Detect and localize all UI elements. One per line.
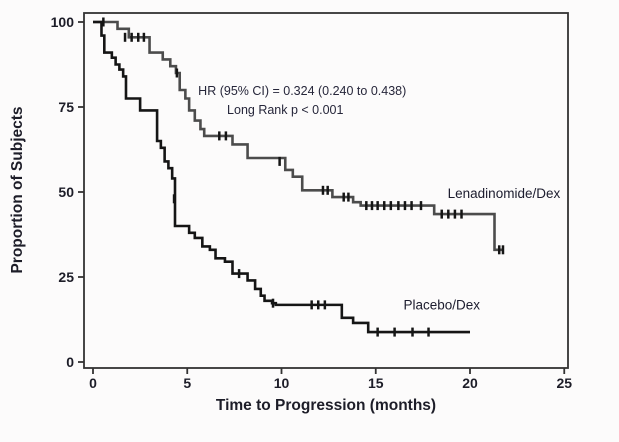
x-tick-label: 0 <box>89 375 97 391</box>
x-axis-title: Time to Progression (months) <box>216 397 436 414</box>
series-layer: Lenadinomide/Dex Placebo/Dex HR (95% CI) =… <box>93 17 561 337</box>
hr-annotation: HR (95% CI) = 0.324 (0.240 to 0.438) <box>198 84 406 98</box>
km-curve <box>93 20 504 252</box>
y-axis-title: Proportion of Subjects <box>9 106 26 273</box>
y-tick-label: 25 <box>58 269 74 285</box>
series-label: Lenadinomide/Dex <box>448 186 561 201</box>
y-tick-label: 50 <box>58 184 74 200</box>
km-curve <box>93 20 470 334</box>
hr-annotation: Long Rank p < 0.001 <box>227 103 343 117</box>
x-tick-label: 5 <box>183 375 191 391</box>
y-tick-label: 75 <box>58 99 74 115</box>
axes-layer: 0 25 50 75 100 0 5 10 15 20 25 <box>51 12 572 391</box>
plot-frame <box>83 12 569 369</box>
x-tick-label: 10 <box>274 375 290 391</box>
y-tick-label: 100 <box>51 14 75 30</box>
x-tick-label: 15 <box>368 375 384 391</box>
x-tick-label: 20 <box>462 375 478 391</box>
series-label: Placebo/Dex <box>403 297 480 312</box>
x-tick-label: 25 <box>556 375 572 391</box>
y-tick-label: 0 <box>66 354 74 370</box>
